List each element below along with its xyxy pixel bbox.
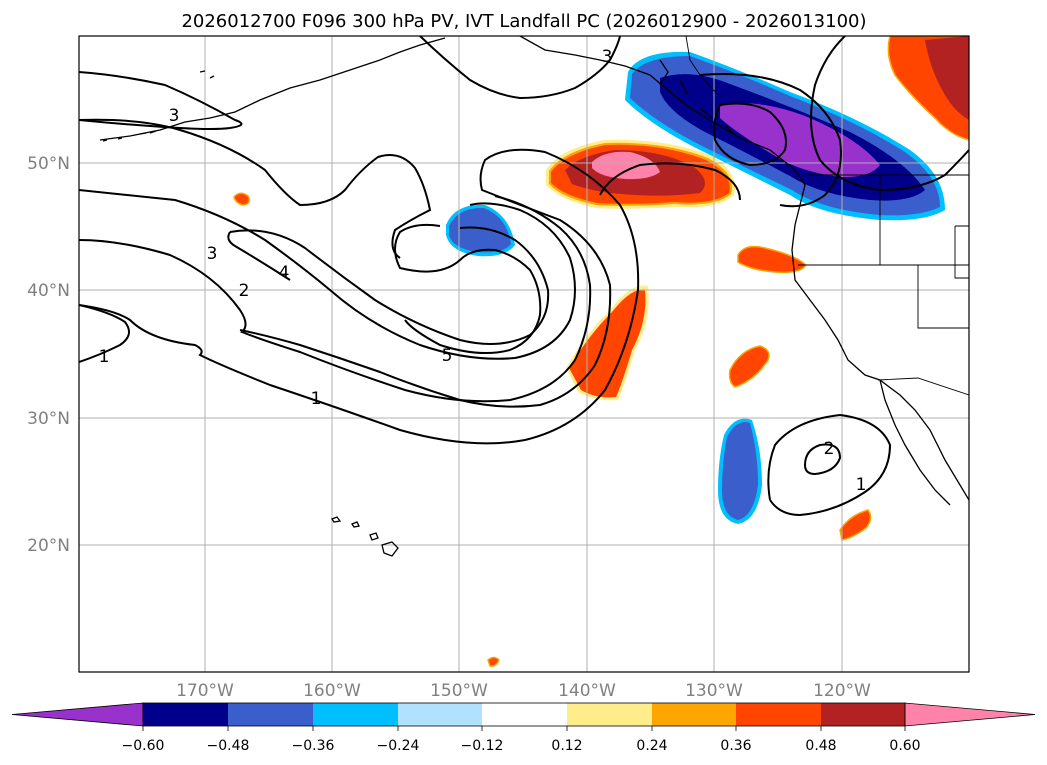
cb-tick-4: −0.24 [377,738,420,754]
pv-contour-1-main [79,148,640,445]
lon-label-130w: 130°W [685,681,743,701]
lat-labels: 50°N 40°N 30°N 20°N [27,154,70,556]
cb-tick-3: −0.36 [292,738,335,754]
aleutian-islands [102,70,215,142]
figure-title: 2026012700 F096 300 hPa PV, IVT Landfall… [181,11,866,32]
colorbar-seg-8 [736,703,821,726]
alaska-peninsula [99,37,446,141]
pv-contours [79,36,969,517]
pos-anomaly-tropical [487,656,500,667]
pos-anomaly-baja [839,509,872,541]
pv-contour-1-subtrop [767,413,892,517]
colorbar-tick-marks [142,726,906,731]
neg-anomaly-150w-inner [449,207,511,253]
cb-tick-6: 0.12 [551,738,582,754]
graticule [79,36,969,672]
lon-label-120w: 120°W [813,681,871,701]
colorbar-extend-high [904,702,1036,727]
eastern-box [954,225,969,279]
pos-anomaly-west [233,192,251,206]
pv-contour-2-subtrop [804,443,842,476]
pv-contour-4-west [227,231,291,281]
pos-anomaly-main-core [592,151,660,180]
pv-label-1-main: 1 [311,389,322,409]
colorbar-seg-2 [228,703,313,726]
cb-tick-10: 0.60 [889,738,920,754]
lat-label-20n: 20°N [27,536,70,556]
pv-contour-3-gulf-top [419,36,621,100]
cb-tick-1: −0.60 [122,738,165,754]
lon-label-150w: 150°W [430,681,488,701]
cb-tick-9: 0.48 [805,738,836,754]
alaska-canada-border [685,36,719,96]
pv-contour-pnw [713,102,787,167]
colorbar-seg-3 [313,703,398,726]
lon-label-140w: 140°W [558,681,616,701]
pv-contour-3-main [79,189,576,360]
pv-contour-5-main [394,223,542,354]
bc-islands [659,59,736,136]
pv-label-2-subtrop: 2 [824,439,835,459]
cb-tick-8: 0.36 [720,738,751,754]
pv-label-2: 2 [239,281,250,301]
pv-label-1-west: 1 [99,347,110,367]
colorbar-seg-6 [567,703,652,726]
pv-contour-gulf-inner [599,162,741,201]
hawaii-maui [369,532,379,541]
contour-labels: 1 2 3 4 5 3 3 2 1 1 [99,47,867,495]
pv-contour-canada [810,36,969,192]
pv-contour-coastal [699,73,842,208]
colorbar: −0.60 −0.48 −0.36 −0.24 −0.12 0.12 0.24 … [11,702,1036,754]
map-panel: 1 2 3 4 5 3 3 2 1 1 [78,35,970,673]
pv-contour-3-north [79,118,432,259]
pos-anomaly-offshore [728,345,770,388]
pv-label-5: 5 [442,346,453,366]
pv-label-3-gulf: 3 [602,47,613,67]
colorbar-seg-9 [821,703,905,726]
neg-anomaly-subtrop-inner [722,421,758,520]
cb-tick-2: −0.48 [207,738,250,754]
colorbar-seg-1 [143,703,228,726]
lon-label-160w: 160°W [303,681,361,701]
pv-label-1-subtrop: 1 [856,475,867,495]
hawaii-kauai [331,516,342,523]
lat-label-30n: 30°N [27,409,70,429]
coastlines [99,36,969,557]
lat-label-40n: 40°N [27,281,70,301]
lat-label-50n: 50°N [27,154,70,174]
pv-contour-4-main [229,226,550,345]
colorbar-tick-labels: −0.60 −0.48 −0.36 −0.24 −0.12 0.12 0.24 … [122,738,921,754]
pv-contour-1-west [79,304,130,363]
colorbar-extend-low [11,702,144,727]
colorbar-seg-7 [652,703,736,726]
baja-coast [879,379,951,506]
pv-label-3-north: 3 [169,106,180,126]
gulf-of-alaska-coast [519,36,969,501]
pv-contour-2-main [79,195,592,403]
cb-tick-7: 0.24 [636,738,667,754]
hawaii-oahu [351,521,360,528]
pos-anomaly-south-inner [569,289,646,398]
us-mexico-border [877,377,969,396]
colorbar-seg-5 [482,703,567,726]
pv-label-4: 4 [279,263,290,283]
cb-tick-5: −0.12 [461,738,504,754]
lon-label-170w: 170°W [176,681,234,701]
colorbar-seg-4 [398,703,482,726]
lon-labels: 170°W 160°W 150°W 140°W 130°W 120°W [176,681,871,701]
hawaii-big-island [381,541,399,557]
pos-anomaly-ne-corner-dark [925,36,969,120]
pv-label-3: 3 [207,244,218,264]
